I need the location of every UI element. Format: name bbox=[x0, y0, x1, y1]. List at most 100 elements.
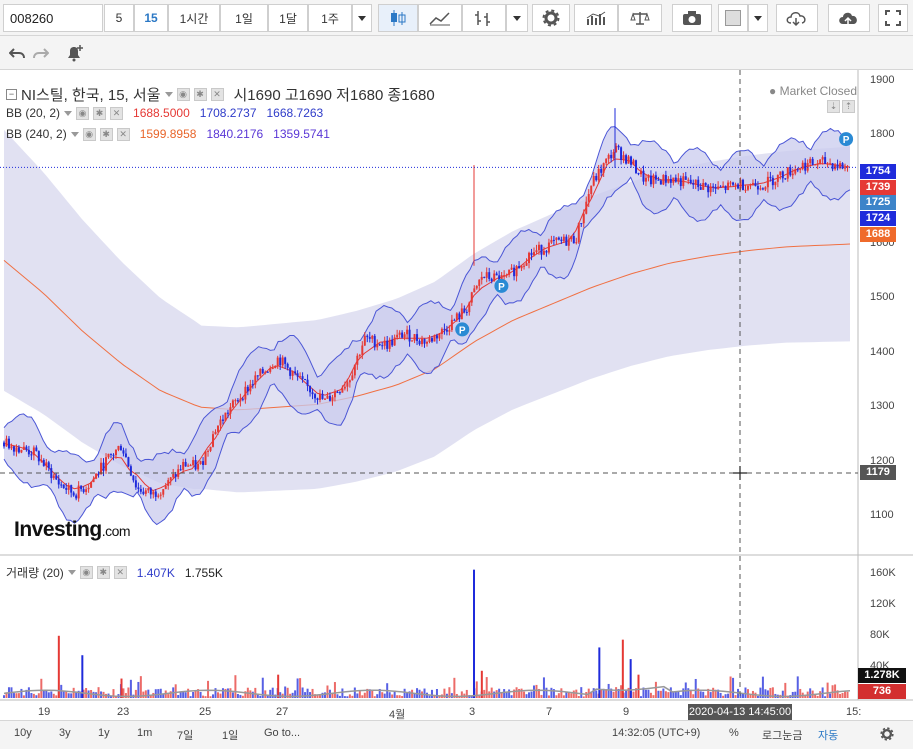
chart-legend: − NI스틸, 한국, 15, 서울 ◉ ✱ ✕ 시1690 고1690 저16… bbox=[6, 84, 435, 105]
candle-body bbox=[45, 462, 48, 466]
range-1m[interactable]: 1m bbox=[137, 727, 153, 739]
chart-area[interactable]: P P P − NI스틸, 한국, 15, 서울 ◉ ✱ ✕ 시1690 고1690… bbox=[0, 70, 913, 721]
color-dropdown-button[interactable] bbox=[748, 4, 768, 32]
candle-body bbox=[557, 237, 560, 240]
goto-button[interactable]: Go to... bbox=[264, 727, 301, 739]
chart-type-dropdown-button[interactable] bbox=[506, 4, 528, 32]
volume-bar bbox=[518, 688, 521, 698]
x-tick-label: 27 bbox=[276, 706, 289, 718]
settings-button[interactable] bbox=[532, 4, 570, 32]
symbol-input[interactable] bbox=[3, 4, 103, 32]
gear-icon[interactable]: ✱ bbox=[99, 127, 113, 141]
redo-button[interactable] bbox=[28, 40, 54, 66]
volume-bar bbox=[602, 688, 605, 698]
volume-tick-label: 160K bbox=[870, 566, 896, 579]
indicators-button[interactable] bbox=[574, 4, 618, 32]
volume-bar bbox=[114, 695, 117, 698]
candle-body bbox=[697, 179, 700, 188]
bb20-lower-line bbox=[3, 176, 851, 526]
candle-body bbox=[809, 158, 812, 164]
collapse-icon[interactable]: − bbox=[6, 89, 17, 100]
candle-body bbox=[642, 170, 645, 182]
candle-body bbox=[806, 163, 809, 171]
candle-body bbox=[483, 276, 486, 278]
range-1y[interactable]: 1y bbox=[98, 727, 110, 739]
volume-bar bbox=[169, 691, 172, 698]
auto-scale-toggle[interactable]: 자동 bbox=[818, 730, 839, 742]
candle-body bbox=[401, 332, 404, 338]
visibility-icon[interactable]: ◉ bbox=[176, 88, 190, 101]
interval-1d-button[interactable]: 1일 bbox=[220, 4, 268, 32]
fullscreen-button[interactable] bbox=[878, 4, 908, 32]
chart-canvas[interactable]: P P P bbox=[0, 70, 913, 720]
settings-gear-button[interactable] bbox=[880, 727, 894, 744]
close-icon[interactable]: ✕ bbox=[110, 106, 124, 120]
interval-5-button[interactable]: 5 bbox=[104, 4, 134, 32]
candle-body bbox=[433, 335, 436, 342]
interval-1m-button[interactable]: 1달 bbox=[268, 4, 308, 32]
gear-icon[interactable]: ✱ bbox=[96, 566, 110, 579]
interval-1h-button[interactable]: 1시간 bbox=[168, 4, 220, 32]
volume-bar bbox=[57, 635, 60, 698]
add-alert-button[interactable] bbox=[62, 40, 88, 66]
candle-body bbox=[15, 447, 18, 452]
gear-icon[interactable]: ✱ bbox=[193, 88, 207, 101]
visibility-icon[interactable]: ◉ bbox=[76, 106, 90, 120]
close-icon[interactable]: ✕ bbox=[210, 88, 224, 101]
candle-body bbox=[443, 328, 446, 330]
undo-button[interactable] bbox=[4, 40, 30, 66]
color-picker-button[interactable] bbox=[718, 4, 748, 32]
candle-body bbox=[702, 182, 705, 190]
range-7d[interactable]: 7일 bbox=[177, 730, 194, 742]
candlestick-type-button[interactable] bbox=[378, 4, 418, 32]
cloud-upload-icon bbox=[839, 12, 857, 25]
range-1d[interactable]: 1일 bbox=[222, 730, 239, 742]
candle-body bbox=[259, 368, 262, 376]
chevron-down-icon[interactable] bbox=[67, 570, 76, 575]
interval-15-button[interactable]: 15 bbox=[134, 4, 168, 32]
candle-body bbox=[363, 335, 366, 346]
arrow-down-icon[interactable]: ⇣ bbox=[827, 100, 840, 113]
interval-dropdown-button[interactable] bbox=[352, 4, 372, 32]
compare-button[interactable] bbox=[618, 4, 662, 32]
volume-bar bbox=[124, 693, 127, 698]
visibility-icon[interactable]: ◉ bbox=[82, 127, 96, 141]
candle-body bbox=[540, 244, 543, 255]
candle-body bbox=[779, 171, 782, 175]
cloud-upload-button[interactable] bbox=[828, 4, 870, 32]
candle-body bbox=[386, 340, 389, 349]
range-3y[interactable]: 3y bbox=[59, 727, 71, 739]
candle-body bbox=[271, 367, 274, 369]
volume-bar bbox=[189, 696, 192, 698]
chevron-down-icon[interactable] bbox=[64, 110, 73, 116]
interval-1w-button[interactable]: 1주 bbox=[308, 4, 352, 32]
volume-bar bbox=[565, 691, 568, 698]
arrow-up-icon[interactable]: ⇡ bbox=[842, 100, 855, 113]
log-scale-toggle[interactable]: 로그눈금 bbox=[762, 730, 803, 742]
volume-bar bbox=[388, 692, 391, 698]
candle-body bbox=[421, 338, 424, 345]
candle-body bbox=[577, 223, 580, 243]
area-chart-button[interactable] bbox=[418, 4, 462, 32]
volume-bar bbox=[411, 689, 414, 698]
candle-body bbox=[289, 367, 292, 376]
cloud-download-button[interactable] bbox=[776, 4, 818, 32]
range-10y[interactable]: 10y bbox=[14, 727, 32, 739]
volume-bar bbox=[70, 693, 73, 698]
gear-icon bbox=[880, 727, 894, 741]
candle-body bbox=[811, 158, 814, 165]
volume-bar bbox=[821, 687, 824, 698]
percent-toggle[interactable]: % bbox=[729, 727, 739, 739]
volume-bar bbox=[306, 688, 309, 698]
screenshot-button[interactable] bbox=[672, 4, 712, 32]
gear-icon[interactable]: ✱ bbox=[93, 106, 107, 120]
chevron-down-icon[interactable] bbox=[70, 131, 79, 137]
candle-body bbox=[241, 398, 244, 400]
bar-chart-type-button[interactable] bbox=[462, 4, 506, 32]
chevron-down-icon[interactable] bbox=[164, 92, 173, 97]
close-icon[interactable]: ✕ bbox=[113, 566, 127, 579]
visibility-icon[interactable]: ◉ bbox=[79, 566, 93, 579]
candle-body bbox=[744, 189, 747, 191]
candle-body bbox=[199, 461, 202, 465]
close-icon[interactable]: ✕ bbox=[116, 127, 130, 141]
